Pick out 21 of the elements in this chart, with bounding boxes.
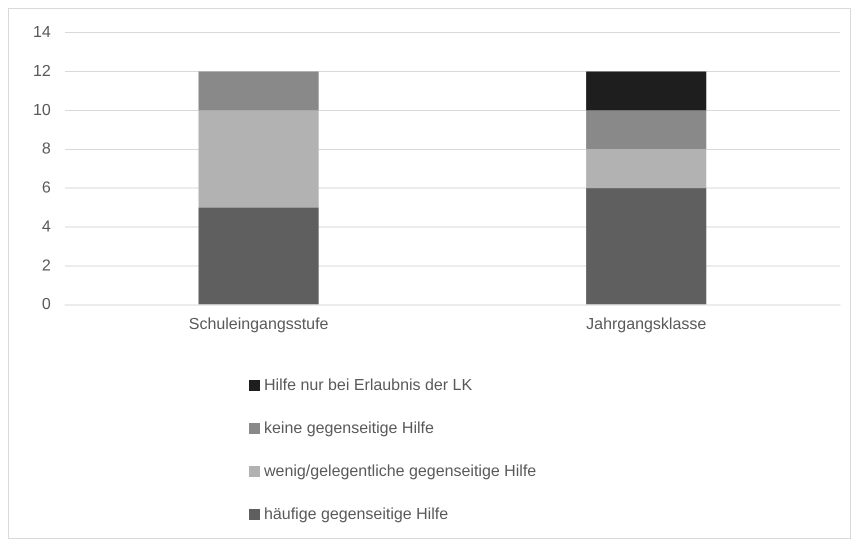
y-tick-label: 0 [42,296,51,314]
y-tick-label: 6 [42,180,51,197]
bar [586,188,706,304]
y-tick-label: 4 [42,218,51,236]
bar [586,149,706,188]
legend-label: häufige gegenseitige Hilfe [264,506,448,524]
y-tick-label: 8 [42,140,51,158]
bar [198,110,319,208]
bar [586,110,706,150]
y-tick-label: 14 [33,24,51,42]
bar [586,71,706,110]
bar [198,71,319,110]
y-tick-label: 2 [42,257,51,274]
x-tick-label: Jahrgangsklasse [586,316,706,333]
legend-label: wenig/gelegentliche gegenseitige Hilfe [264,462,536,480]
y-tick-label: 12 [33,62,51,80]
legend-label: keine gegenseitige Hilfe [264,420,434,438]
legend-label: Hilfe nur bei Erlaubnis der LK [264,376,472,394]
y-tick-label: 10 [33,102,51,119]
x-tick-label: Schuleingangsstufe [188,316,329,333]
bar [198,208,319,304]
